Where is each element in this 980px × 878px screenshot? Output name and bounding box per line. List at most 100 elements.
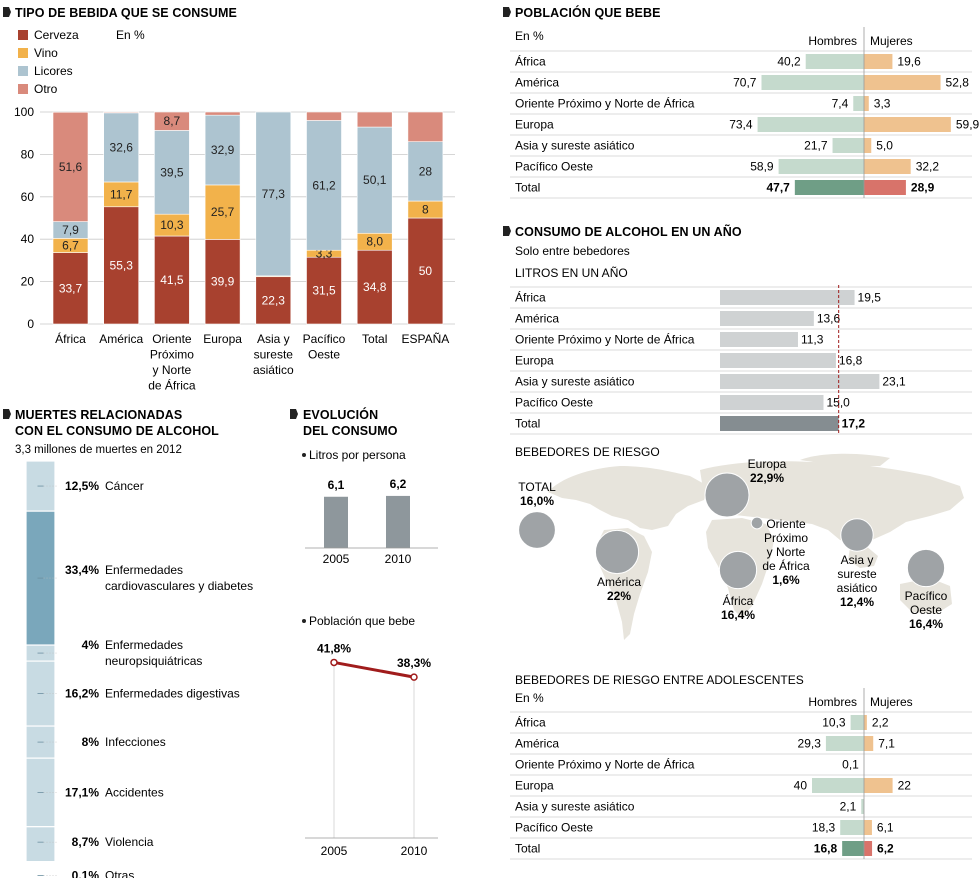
hombres-bar — [757, 117, 864, 132]
tipo-header: TIPO DE BEBIDA QUE SE CONSUME En % — [3, 6, 237, 42]
stacked-bar-segment — [103, 111, 139, 114]
bar-value-label: 28 — [419, 164, 433, 178]
x-tick-label: Asia y — [257, 332, 290, 346]
x-tick-label: 2005 — [323, 552, 350, 566]
bubble-region-label: sureste — [837, 567, 877, 581]
mujeres-bar — [864, 138, 872, 153]
legend-label: Vino — [34, 46, 58, 60]
litros-bar — [720, 374, 880, 389]
hombres-value: 73,4 — [729, 118, 753, 132]
row-label: Oriente Próximo y Norte de África — [515, 96, 695, 111]
poblacion-title: POBLACIÓN QUE BEBE — [515, 5, 661, 20]
hombres-bar — [805, 54, 864, 69]
adolescentes-header: BEBEDORES DE RIESGO ENTRE ADOLESCENTES E… — [515, 673, 913, 709]
bubble-region-label: Próximo — [764, 531, 808, 545]
x-tick-label: ESPAÑA — [402, 332, 450, 346]
x-tick-label: Pacífico — [303, 332, 346, 346]
evolucion-title-line1: EVOLUCIÓN — [303, 407, 378, 422]
row-label: América — [515, 737, 559, 751]
bubble-region-label: América — [597, 575, 641, 589]
bar-value-label: 61,2 — [312, 178, 336, 192]
death-cause-label: Otras — [105, 869, 134, 878]
stacked-bar-segment — [154, 130, 190, 215]
mujeres-bar — [864, 736, 874, 751]
hombres-bar — [853, 96, 864, 111]
evolucion-point — [410, 673, 418, 681]
poblacion-chart: África 40,2 19,6 América 70,7 52,8 Oriente Pró… — [510, 27, 980, 199]
death-segment — [25, 826, 56, 863]
y-tick-label: 60 — [21, 190, 35, 204]
hombres-bar — [861, 799, 864, 814]
stacked-bar-segment — [306, 120, 342, 251]
risk-bubble — [906, 548, 946, 588]
bar-value-label: 51,6 — [59, 160, 83, 174]
poblacion-col-mujeres: Mujeres — [870, 34, 913, 48]
poblacion-col-hombres: Hombres — [808, 34, 857, 48]
death-cause-label: Accidentes — [105, 785, 164, 799]
death-cause-label: Enfermedades digestivas — [105, 687, 240, 701]
stacked-bar-segment — [52, 111, 89, 222]
x-tick-label: Próximo — [150, 348, 194, 362]
risk-bubble — [840, 518, 874, 552]
row-label: Pacífico Oeste — [515, 821, 593, 835]
mujeres-bar — [864, 96, 869, 111]
litros-bar — [720, 395, 824, 410]
row-label: África — [515, 290, 546, 305]
stacked-bar-segment — [52, 252, 89, 325]
x-tick-label: Europa — [203, 332, 242, 346]
stacked-bar-segment — [407, 111, 444, 142]
bar-value-label: 77,3 — [262, 187, 286, 201]
row-label: Asia y sureste asiático — [515, 375, 635, 389]
evolucion-bar-value: 6,2 — [390, 477, 407, 491]
consumo-section: LITROS EN UN AÑO — [515, 266, 628, 280]
bar-value-label: 31,5 — [312, 284, 336, 298]
legend-swatch — [18, 48, 28, 58]
row-label: África — [515, 715, 546, 730]
mujeres-bar — [864, 715, 867, 730]
mujeres-value: 6,2 — [877, 842, 894, 856]
adolescentes-title: BEBEDORES DE RIESGO ENTRE ADOLESCENTES — [515, 673, 804, 687]
stacked-bar-segment — [204, 184, 241, 240]
row-label: Asia y sureste asiático — [515, 139, 635, 153]
evolucion-point-value: 41,8% — [317, 641, 351, 655]
bar-value-label: 25,7 — [211, 205, 235, 219]
muertes-subtitle: 3,3 millones de muertes en 2012 — [15, 444, 182, 456]
bar-value-label: 32,6 — [110, 140, 134, 154]
bar-value-label: 8,0 — [366, 235, 383, 249]
mujeres-bar — [864, 54, 893, 69]
legend-label: Cerveza — [34, 28, 79, 42]
stacked-bar-segment — [103, 112, 139, 183]
mujeres-bar — [864, 820, 872, 835]
row-label: Europa — [515, 779, 554, 793]
litros-bar — [720, 353, 836, 368]
tipo-unit: En % — [116, 28, 145, 42]
bubble-value-label: 16,4% — [721, 608, 755, 622]
hombres-value: 70,7 — [733, 76, 757, 90]
x-tick-label: 2010 — [385, 552, 412, 566]
bar-value-label: 55,3 — [110, 258, 134, 272]
death-percent: 8,7% — [72, 835, 100, 849]
tipo-chart: 0 20 40 60 80 100 33,7 6,77,9 51,6 África 55,3 11,7… — [14, 105, 455, 393]
hombres-value: 0,1 — [842, 758, 859, 772]
mujeres-bar — [864, 159, 911, 174]
hombres-value: 10,3 — [822, 716, 846, 730]
hombres-bar — [761, 75, 864, 90]
section-marker-icon — [3, 409, 11, 419]
row-label: Pacífico Oeste — [515, 160, 593, 174]
evolucion-chart: 6,1 2005 6,2 2010 41,8% 2005 38,3% 2010 — [305, 477, 438, 858]
hombres-bar — [794, 180, 864, 195]
death-cause-label: neuropsiquiátricas — [105, 654, 202, 668]
hombres-bar — [778, 159, 864, 174]
hombres-value: 16,8 — [814, 842, 838, 856]
stacked-bar-segment — [204, 114, 241, 186]
muertes-title-line2: CON EL CONSUMO DE ALCOHOL — [15, 424, 219, 438]
stacked-bar-segment — [103, 181, 139, 208]
mujeres-value: 2,2 — [872, 716, 889, 730]
x-tick-label: América — [99, 332, 143, 346]
hombres-bar — [832, 138, 864, 153]
mujeres-bar — [864, 117, 951, 132]
x-tick-label: y Norte — [153, 363, 192, 377]
bubble-value-label: 1,6% — [772, 573, 800, 587]
bubble-region-label: Europa — [748, 457, 787, 471]
